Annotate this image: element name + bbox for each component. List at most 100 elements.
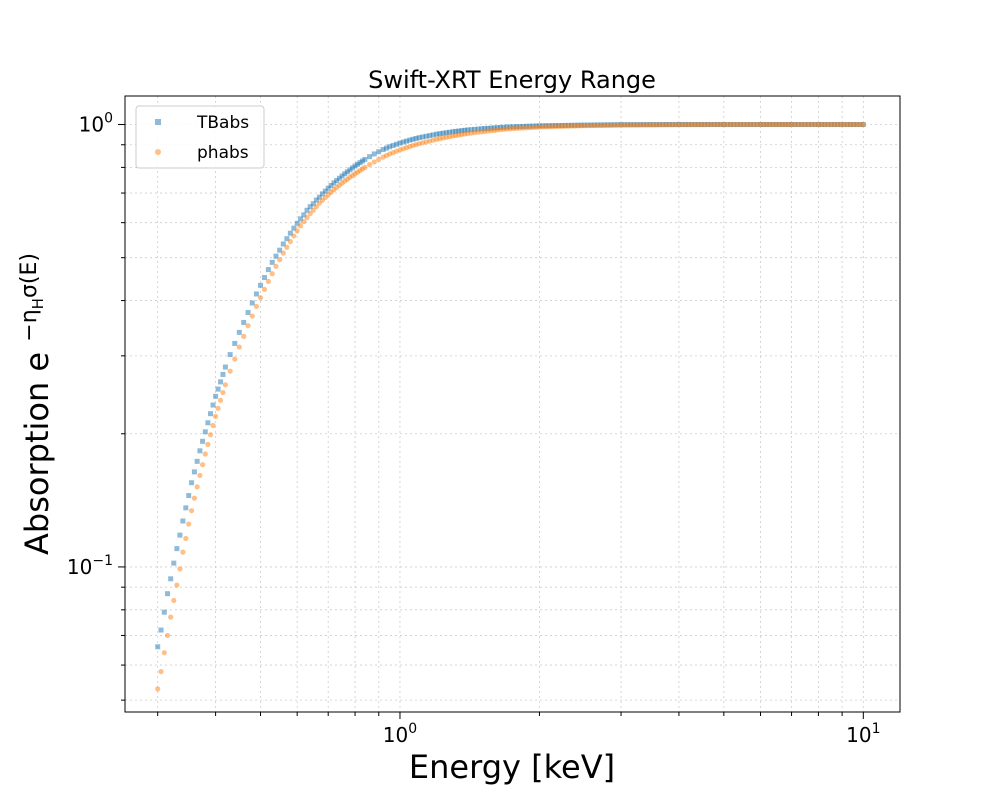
data-point — [186, 521, 192, 527]
data-point — [450, 129, 456, 135]
data-point — [180, 518, 186, 524]
data-point — [465, 127, 471, 133]
data-point — [186, 493, 192, 499]
data-point — [301, 212, 307, 218]
data-point — [161, 609, 167, 615]
axes-frame — [124, 95, 901, 713]
data-point — [307, 204, 313, 210]
data-point — [390, 142, 396, 148]
data-point — [334, 178, 340, 184]
data-point — [158, 627, 164, 633]
data-point — [155, 686, 161, 692]
data-point — [362, 164, 368, 170]
data-point — [280, 241, 286, 247]
data-point — [362, 156, 368, 162]
data-point — [155, 644, 161, 650]
data-point — [164, 632, 171, 639]
data-point — [427, 133, 433, 139]
data-point — [207, 411, 213, 417]
data-point — [165, 591, 171, 597]
data-point — [294, 220, 300, 226]
legend-item-tbabs: TBabs — [155, 113, 249, 133]
data-point — [304, 215, 310, 221]
x-tick-label: 101 — [846, 721, 880, 747]
data-point — [294, 228, 300, 234]
data-point — [344, 169, 350, 175]
data-point — [297, 223, 304, 229]
data-point — [180, 549, 186, 555]
data-point — [210, 402, 216, 408]
data-point — [420, 134, 426, 140]
data-point — [191, 495, 197, 501]
y-tick-label: 10−1 — [67, 553, 113, 579]
y-tick-label: 100 — [79, 111, 113, 137]
data-point — [245, 309, 251, 315]
data-point — [380, 147, 386, 153]
data-point — [220, 389, 226, 396]
data-point — [222, 364, 228, 370]
data-point — [287, 230, 293, 236]
data-point — [202, 451, 208, 457]
data-point — [434, 131, 440, 137]
data-point — [325, 185, 331, 191]
data-point — [447, 129, 453, 135]
data-point — [174, 546, 180, 552]
data-point — [197, 448, 203, 454]
data-point — [316, 194, 322, 200]
data-point — [423, 133, 429, 139]
svg-text:Absorption e −ηHσ(E: Absorption e −ηHσ(E) — [17, 253, 57, 555]
data-point — [183, 505, 189, 511]
data-point — [287, 238, 293, 245]
data-point — [430, 132, 436, 138]
data-point — [440, 130, 446, 136]
data-point — [376, 149, 382, 155]
data-point — [459, 128, 465, 134]
data-point — [200, 438, 206, 444]
axis-ticks: 100 101 10−1 100 — [67, 111, 881, 747]
data-point — [215, 405, 221, 411]
data-point — [249, 313, 255, 319]
data-point — [387, 144, 393, 150]
legend-box — [135, 105, 265, 169]
data-point — [456, 128, 462, 134]
data-point — [199, 462, 206, 468]
data-point — [265, 278, 271, 284]
data-point — [215, 386, 221, 392]
data-point — [291, 233, 297, 239]
data-point — [257, 295, 264, 301]
data-point — [322, 188, 328, 194]
data-point — [177, 532, 183, 538]
data-point — [407, 137, 413, 143]
y-axis-label-math: e — [18, 352, 56, 372]
data-point — [212, 413, 219, 419]
data-point — [161, 650, 167, 656]
data-point — [241, 319, 247, 325]
data-point — [227, 352, 233, 358]
data-points — [155, 121, 866, 692]
data-point — [404, 138, 410, 144]
data-point — [183, 535, 189, 542]
data-point — [394, 141, 400, 147]
data-point — [367, 154, 373, 160]
data-point — [342, 171, 348, 177]
data-point — [331, 180, 337, 186]
data-point — [371, 151, 377, 157]
data-point — [277, 247, 283, 253]
data-point — [397, 140, 403, 146]
data-point — [265, 267, 271, 273]
data-point — [207, 432, 214, 438]
x-axis-label: Energy [keV] — [409, 748, 615, 786]
data-point — [472, 126, 478, 132]
data-point — [218, 379, 224, 385]
data-point — [232, 356, 238, 362]
data-point — [194, 484, 200, 490]
data-point — [453, 128, 459, 134]
data-point — [350, 165, 356, 171]
y-axis-label: Absorption e −ηHσ(E) — [17, 253, 57, 555]
series-phabs — [155, 121, 866, 692]
data-point — [347, 167, 353, 173]
data-point — [301, 219, 307, 225]
data-point — [313, 204, 319, 210]
data-point — [304, 207, 310, 213]
data-point — [273, 263, 279, 269]
